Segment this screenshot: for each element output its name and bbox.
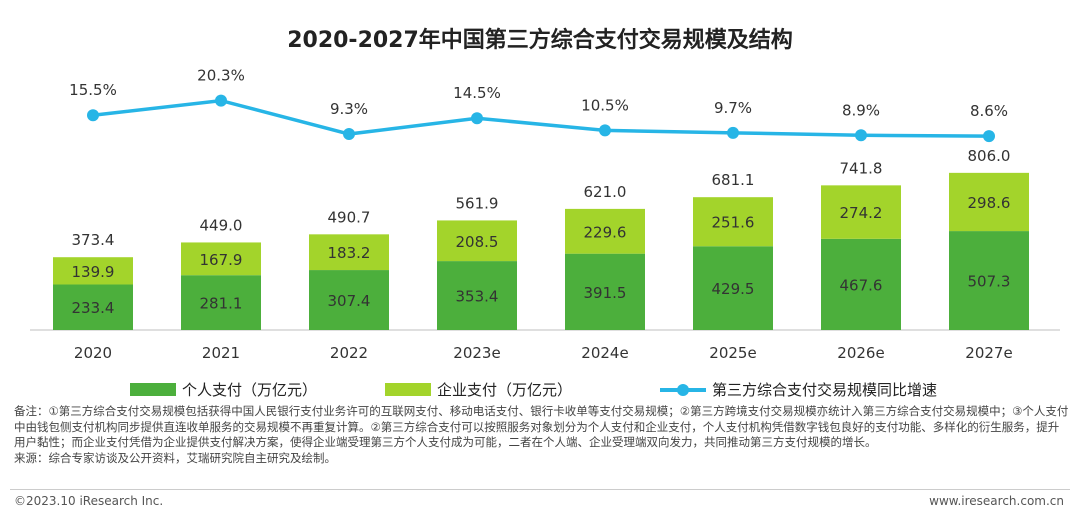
bar-personal-2026e: [821, 238, 901, 330]
legend-swatch-personal: [130, 383, 176, 396]
growth-point-2024e: [599, 124, 611, 137]
notes: 备注：①第三方综合支付交易规模包括获得中国人民银行支付业务许可的互联网支付、移动…: [14, 404, 1070, 466]
legend-item-personal: 个人支付（万亿元）: [130, 379, 317, 400]
growth-point-2026e: [855, 129, 867, 142]
total-label-2025e: 681.1: [712, 171, 755, 189]
growth-line: [92, 98, 990, 138]
x-tick-label-2025e: 2025e: [709, 344, 756, 362]
legend: 个人支付（万亿元） 企业支付（万亿元） 第三方综合支付交易规模同比增速: [0, 379, 1080, 399]
footer-divider: [10, 489, 1070, 490]
data-label-enterprise-2021: 167.9: [200, 251, 243, 269]
data-label-enterprise-2020: 139.9: [72, 263, 115, 281]
bar-personal-2025e: [693, 246, 773, 330]
legend-label-growth: 第三方综合支付交易规模同比增速: [712, 381, 938, 399]
bar-enterprise-2026e: [821, 185, 901, 239]
legend-swatch-growth: [660, 383, 706, 397]
growth-label-2021: 20.3%: [197, 67, 245, 85]
notes-remark: 备注：①第三方综合支付交易规模包括获得中国人民银行支付业务许可的互联网支付、移动…: [14, 404, 1069, 449]
growth-point-2027e: [983, 130, 995, 143]
growth-label-2023e: 14.5%: [453, 84, 501, 102]
bar-enterprise-2020: [53, 257, 133, 285]
x-tick-label-2021: 2021: [202, 344, 240, 362]
footer: ©2023.10 iResearch Inc. www.iresearch.co…: [0, 494, 1080, 512]
growth-label-2027e: 8.6%: [970, 102, 1008, 120]
data-label-personal-2026e: 467.6: [840, 276, 883, 294]
data-label-personal-2022: 307.4: [328, 292, 371, 310]
legend-label-personal: 个人支付（万亿元）: [182, 381, 318, 399]
legend-item-growth: 第三方综合支付交易规模同比增速: [660, 379, 937, 400]
growth-point-2025e: [727, 126, 739, 139]
bar-personal-2027e: [949, 231, 1029, 330]
bar-enterprise-2027e: [949, 172, 1029, 232]
total-label-2022: 490.7: [328, 208, 371, 226]
footer-copyright: ©2023.10 iResearch Inc.: [14, 494, 164, 508]
x-tick-label-2026e: 2026e: [837, 344, 884, 362]
data-label-enterprise-2023e: 208.5: [456, 233, 499, 251]
data-label-personal-2025e: 429.5: [712, 280, 755, 298]
legend-item-enterprise: 企业支付（万亿元）: [385, 379, 572, 400]
growth-label-2024e: 10.5%: [581, 96, 629, 114]
stacked-bar-line-chart: 233.4 139.9 373.4 2020 281.1 167.9 449.0 2021 30…: [30, 67, 1060, 362]
bar-personal-2021: [181, 275, 261, 330]
bar-personal-2023e: [437, 261, 517, 330]
total-label-2027e: 806.0: [968, 147, 1011, 165]
growth-label-2026e: 8.9%: [842, 101, 880, 119]
total-label-2021: 449.0: [200, 216, 243, 234]
bar-personal-2020: [53, 284, 133, 330]
bar-enterprise-2023e: [437, 220, 517, 262]
total-label-2024e: 621.0: [584, 183, 627, 201]
data-label-personal-2024e: 391.5: [584, 284, 627, 302]
growth-point-2021: [215, 94, 227, 107]
footer-website: www.iresearch.com.cn: [929, 494, 1064, 508]
growth-label-2020: 15.5%: [69, 81, 117, 99]
growth-point-2022: [343, 128, 355, 141]
x-tick-label-2020: 2020: [74, 344, 112, 362]
bar-personal-2024e: [565, 253, 645, 330]
x-tick-label-2022: 2022: [330, 344, 368, 362]
chart-title: 2020-2027年中国第三方综合支付交易规模及结构: [287, 28, 793, 53]
bar-enterprise-2021: [181, 242, 261, 276]
bar-enterprise-2022: [309, 234, 389, 271]
data-label-enterprise-2026e: 274.2: [840, 204, 883, 222]
growth-label-2022: 9.3%: [330, 100, 368, 118]
bar-personal-2022: [309, 270, 389, 330]
data-label-enterprise-2025e: 251.6: [712, 214, 755, 232]
data-label-enterprise-2027e: 298.6: [968, 194, 1011, 212]
data-label-enterprise-2024e: 229.6: [584, 223, 627, 241]
total-label-2026e: 741.8: [840, 159, 883, 177]
total-label-2023e: 561.9: [456, 194, 499, 212]
growth-point-2020: [87, 109, 99, 122]
x-tick-label-2027e: 2027e: [965, 344, 1012, 362]
data-label-personal-2021: 281.1: [200, 295, 243, 313]
data-label-enterprise-2022: 183.2: [328, 244, 371, 262]
bar-enterprise-2025e: [693, 197, 773, 247]
growth-label-2025e: 9.7%: [714, 99, 752, 117]
legend-swatch-enterprise: [385, 383, 431, 396]
x-tick-label-2023e: 2023e: [453, 344, 500, 362]
notes-source: 来源：综合专家访谈及公开资料，艾瑞研究院自主研究及绘制。: [14, 450, 336, 465]
bar-enterprise-2024e: [565, 208, 645, 254]
total-label-2020: 373.4: [72, 231, 115, 249]
x-tick-label-2024e: 2024e: [581, 344, 628, 362]
growth-point-2023e: [471, 112, 483, 125]
data-label-personal-2027e: 507.3: [968, 273, 1011, 291]
data-label-personal-2020: 233.4: [72, 299, 115, 317]
legend-label-enterprise: 企业支付（万亿元）: [437, 381, 573, 399]
data-label-personal-2023e: 353.4: [456, 288, 499, 306]
